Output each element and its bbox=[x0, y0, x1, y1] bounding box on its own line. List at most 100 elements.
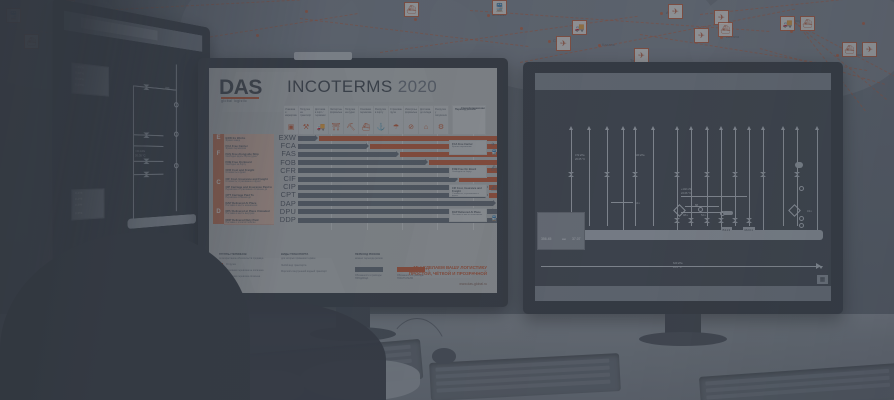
process-line bbox=[653, 130, 654, 226]
seller-bar bbox=[298, 159, 429, 166]
plane-icon: ✈ bbox=[491, 208, 496, 214]
flow-arrow bbox=[689, 126, 693, 130]
flow-arrow bbox=[675, 126, 679, 130]
column-header-label: Страхование груза bbox=[390, 107, 402, 114]
monitor-right: 472 кПа 20.05 °C 840 кПа 44 к +102 кПа 2… bbox=[523, 62, 843, 346]
packaging-icon: ▣ bbox=[287, 124, 295, 131]
column-header-8: Импортные формальности ⊘ bbox=[403, 105, 419, 135]
column-header-10: Разгрузка у покупателя ⚙ bbox=[433, 105, 449, 135]
flow-arrow bbox=[633, 126, 637, 130]
plane-icon: ✈ bbox=[668, 4, 683, 19]
legend-bar-seller bbox=[355, 267, 383, 272]
cad-statusbar bbox=[535, 286, 831, 301]
column-header-label: Разгрузка в порту bbox=[375, 107, 386, 114]
truck-icon: 🚚 bbox=[572, 20, 587, 35]
cad-toolbar[interactable] bbox=[535, 73, 831, 90]
seller-bar bbox=[298, 150, 399, 157]
plane-icon: ✈ bbox=[634, 48, 649, 63]
ship-icon: ⛴ bbox=[491, 186, 497, 192]
legend-groups-title: ГРУППЫ ТЕРМИНОВ bbox=[219, 253, 247, 256]
flow-arrow bbox=[815, 126, 819, 130]
layers-icon: ▦ bbox=[817, 275, 828, 284]
plane-icon: ✈ bbox=[862, 42, 877, 57]
keyboard-right[interactable] bbox=[429, 353, 621, 400]
train-icon: 🚆 bbox=[491, 216, 497, 222]
column-header-5: Основная перевозка ⛴ bbox=[358, 105, 374, 135]
screen-cad[interactable]: 472 кПа 20.05 °C 840 кПа 44 к +102 кПа 2… bbox=[535, 73, 831, 301]
column-header-6: Разгрузка в порту ⚓ bbox=[373, 105, 389, 135]
note-box: DAP Delivered At Place Поставка в месте н… bbox=[449, 208, 487, 222]
pump-symbol bbox=[788, 204, 801, 217]
ship-icon: ⛴ bbox=[361, 124, 371, 131]
column-headers: Упаковка и маркировка ▣ Погрузка на трансп… bbox=[283, 105, 449, 135]
crane-icon: ⛏ bbox=[346, 124, 356, 131]
poster-tagline: МЫ СДЕЛАЕМ ВАШУ ЛОГИСТИКУ ПРОСТОЙ, ЧЁТКО… bbox=[408, 265, 487, 277]
cad-label: 0.01% bbox=[75, 65, 84, 70]
column-header-label: Доставка до склада bbox=[420, 107, 432, 114]
process-line bbox=[607, 130, 608, 226]
cad-tag: M201 bbox=[743, 227, 755, 232]
train-icon: 🚆 bbox=[491, 150, 497, 156]
incoterms-poster: DAS global logistic INCOTERMS 2020 Упако… bbox=[209, 68, 497, 293]
ship-icon: ⛴ bbox=[404, 2, 419, 17]
export-icon: ⛩ bbox=[331, 124, 341, 131]
term-code: DDP bbox=[279, 215, 296, 224]
column-header-1: Погрузка на транспорт ⚒ bbox=[298, 105, 314, 135]
legend-modes-title: ВИДЫ ТРАНСПОРТА bbox=[281, 253, 309, 256]
readout-unit: мм bbox=[562, 237, 566, 241]
logo-subtitle: global logistic bbox=[221, 99, 248, 103]
forklift-icon: ⚙ bbox=[437, 124, 445, 131]
truck-icon: 🚚 bbox=[780, 16, 795, 31]
seller-bar bbox=[298, 134, 318, 141]
process-line bbox=[817, 130, 818, 238]
table-row: DAP bbox=[274, 199, 497, 208]
cad-application: 472 кПа 20.05 °C 840 кПа 44 к +102 кПа 2… bbox=[535, 73, 831, 301]
column-header-label: Доставка в порт / терминал bbox=[315, 107, 326, 117]
column-header-label: Основная перевозка bbox=[360, 107, 372, 114]
legend-risk-title: ПЕРЕХОД РИСКОВ bbox=[355, 253, 381, 256]
ship-icon: ⛴ bbox=[491, 166, 497, 172]
train-icon: 🚆 bbox=[6, 8, 21, 23]
flow-arrow bbox=[761, 126, 765, 130]
ship-icon: ⛴ bbox=[24, 34, 39, 49]
process-line bbox=[589, 130, 590, 226]
process-line bbox=[735, 130, 736, 226]
process-line bbox=[763, 130, 764, 238]
ship-icon: ⛴ bbox=[842, 42, 857, 57]
monitor-center: DAS global logistic INCOTERMS 2020 Упако… bbox=[198, 52, 508, 341]
column-header-9: Доставка до склада ⌂ bbox=[418, 105, 434, 135]
column-header-label: Упаковка и маркировка bbox=[285, 107, 297, 117]
seller-bar bbox=[298, 142, 369, 149]
column-header-label: Импортные формальности bbox=[405, 107, 417, 114]
plane-icon: ✈ bbox=[556, 36, 571, 51]
flow-arrow bbox=[605, 126, 609, 130]
right-header-mode: Способ перевозки bbox=[461, 107, 485, 110]
customs-icon: ⊘ bbox=[408, 124, 414, 131]
legend-risk-sub: момент перехода рисков bbox=[355, 257, 383, 260]
column-header-4: Погрузка на судно ⛏ bbox=[343, 105, 359, 135]
note-box: FOB Free On Board Свободно на борту bbox=[449, 165, 487, 178]
warehouse-icon: ⌂ bbox=[423, 124, 429, 131]
column-header-label: Экспортные формальности bbox=[330, 107, 342, 114]
keyboard-far-right[interactable] bbox=[698, 363, 894, 400]
ship-icon: ⛴ bbox=[800, 16, 815, 31]
headset-cable bbox=[386, 318, 448, 360]
legend-groups-sub: по возрастанию обязательств продавца bbox=[219, 257, 264, 260]
legend-modes-sub: для которых применим термин bbox=[281, 257, 316, 260]
column-header-label: Погрузка на транспорт bbox=[300, 107, 312, 117]
process-line bbox=[783, 130, 784, 226]
legend-item-label: Основная перевозка не оплачена bbox=[226, 269, 264, 272]
seller-bar bbox=[298, 200, 497, 207]
column-header-7: Страхование груза ☂ bbox=[388, 105, 404, 135]
seller-bar bbox=[298, 175, 458, 182]
flow-arrow bbox=[795, 126, 799, 130]
cad-canvas[interactable]: 472 кПа 20.05 °C 840 кПа 44 к +102 кПа 2… bbox=[535, 90, 831, 286]
buyer-bar bbox=[488, 192, 497, 198]
screen-incoterms-poster[interactable]: DAS global logistic INCOTERMS 2020 Упако… bbox=[209, 68, 497, 293]
legend-item-label: Отгрузка bbox=[226, 263, 236, 266]
flow-arrow bbox=[569, 126, 573, 130]
plane-icon: ✈ bbox=[491, 142, 496, 148]
readout-value: 356.45 bbox=[541, 237, 552, 241]
umbrella-icon: ☂ bbox=[392, 124, 400, 131]
